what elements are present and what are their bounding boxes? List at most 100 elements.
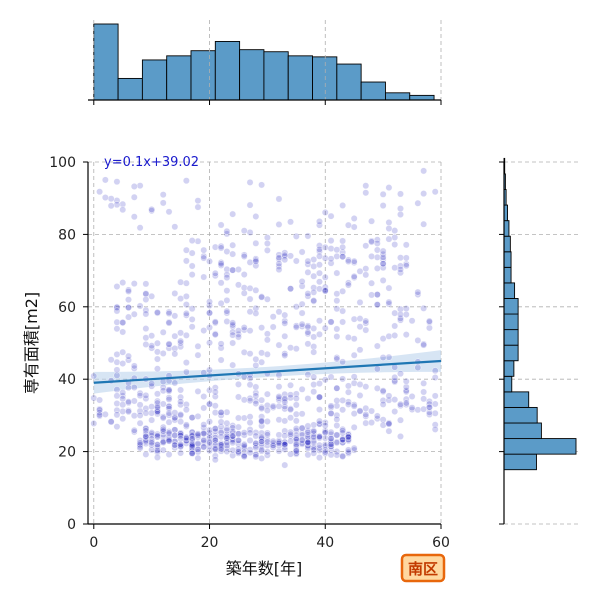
scatter-point <box>420 220 428 228</box>
scatter-point <box>333 355 341 363</box>
scatter-point <box>304 323 312 331</box>
scatter-point <box>275 341 283 349</box>
scatter-point <box>339 427 347 434</box>
scatter-point <box>333 431 341 439</box>
scatter-point <box>397 416 404 424</box>
scatter-point <box>420 405 428 413</box>
scatter-point <box>263 407 271 414</box>
scatter-point <box>223 318 231 325</box>
scatter-point <box>235 266 242 273</box>
scatter-point <box>275 195 283 203</box>
scatter-point <box>391 373 399 381</box>
scatter-point <box>246 419 254 427</box>
scatter-point <box>275 251 283 259</box>
scatter-point <box>130 183 138 190</box>
scatter-point <box>136 224 144 232</box>
scatter-point <box>148 206 156 213</box>
scatter-point <box>165 409 173 417</box>
scatter-point <box>136 182 144 190</box>
scatter-point <box>217 279 225 287</box>
scatter-point <box>258 181 266 189</box>
scatter-point <box>327 443 335 450</box>
scatter-point <box>327 212 335 220</box>
scatter-point <box>258 429 266 437</box>
scatter-point <box>217 299 225 307</box>
scatter-point <box>223 434 231 442</box>
scatter-point <box>327 255 335 263</box>
scatter-point <box>148 342 156 350</box>
scatter-point <box>356 392 364 399</box>
scatter-point <box>391 227 399 234</box>
scatter-point <box>356 298 364 306</box>
scatter-point <box>171 426 179 434</box>
scatter-point <box>263 350 271 358</box>
scatter-point <box>287 391 294 399</box>
scatter-point <box>252 400 260 407</box>
scatter-point <box>171 379 179 387</box>
scatter-point <box>246 437 254 444</box>
scatter-point <box>148 416 156 424</box>
scatter-point <box>373 412 381 420</box>
scatter-point <box>391 396 399 404</box>
scatter-point <box>165 344 173 352</box>
scatter-point <box>148 403 156 411</box>
y-histogram-bar <box>503 282 516 299</box>
scatter-point <box>298 300 306 308</box>
scatter-point <box>339 397 347 404</box>
scatter-point <box>188 428 196 436</box>
scatter-point <box>304 292 312 300</box>
scatter-point <box>258 293 266 301</box>
scatter-point <box>345 400 352 408</box>
scatter-point <box>171 345 179 352</box>
scatter-point <box>402 254 410 262</box>
scatter-point <box>402 311 410 318</box>
scatter-point <box>345 279 352 287</box>
scatter-point <box>420 395 428 403</box>
scatter-point <box>333 333 341 340</box>
scatter-point <box>125 408 132 416</box>
scatter-point <box>408 406 416 413</box>
scatter-point <box>345 334 352 341</box>
scatter-point <box>310 381 318 388</box>
scatter-point <box>130 310 138 318</box>
scatter-point <box>339 243 347 251</box>
scatter-point <box>298 278 306 285</box>
scatter-point <box>397 190 404 198</box>
scatter-point <box>142 432 150 440</box>
scatter-point <box>333 305 341 313</box>
scatter-point <box>292 303 300 311</box>
scatter-point <box>333 439 341 447</box>
scatter-point <box>194 440 202 447</box>
scatter-point <box>281 352 289 359</box>
scatter-point <box>321 427 329 435</box>
scatter-point <box>194 430 202 438</box>
scatter-point <box>298 410 306 418</box>
y-histogram-bar <box>503 360 515 377</box>
scatter-point <box>327 403 335 411</box>
scatter-point <box>385 284 393 292</box>
scatter-point <box>333 325 341 333</box>
scatter-point <box>235 333 242 341</box>
scatter-point <box>252 453 260 461</box>
scatter-point <box>107 195 115 203</box>
scatter-point <box>310 297 318 305</box>
scatter-point <box>246 308 254 316</box>
scatter-point <box>269 323 277 331</box>
scatter-point <box>263 451 271 459</box>
y-histogram-bar <box>503 344 519 362</box>
scatter-point <box>431 400 439 408</box>
scatter-point <box>177 435 184 442</box>
scatter-point <box>304 431 312 439</box>
scatter-point <box>345 281 352 289</box>
scatter-point <box>206 434 213 442</box>
scatter-point <box>165 395 173 403</box>
scatter-point <box>379 253 387 261</box>
scatter-point <box>368 419 375 426</box>
scatter-point <box>275 394 283 402</box>
scatter-point <box>223 230 231 238</box>
scatter-point <box>229 422 237 429</box>
y-tick-label: 20 <box>58 445 76 461</box>
scatter-point <box>165 418 173 426</box>
scatter-point <box>113 366 121 374</box>
scatter-point <box>223 431 231 438</box>
